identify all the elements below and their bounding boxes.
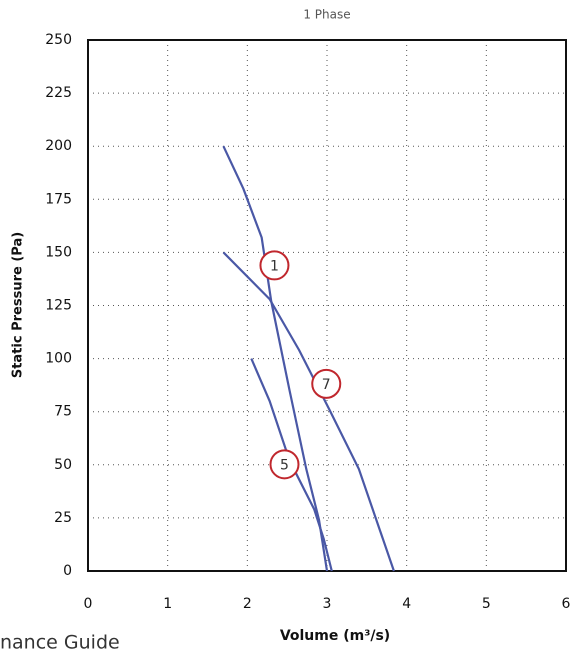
series-label: 1 bbox=[270, 258, 279, 274]
x-tick-label: 4 bbox=[402, 596, 411, 612]
y-tick-label: 125 bbox=[45, 298, 72, 314]
x-axis-label: Volume (m³/s) bbox=[280, 628, 390, 644]
y-tick-label: 50 bbox=[54, 457, 72, 473]
x-tick-label: 1 bbox=[163, 596, 172, 612]
y-tick-label: 0 bbox=[63, 563, 72, 579]
y-tick-label: 75 bbox=[54, 404, 72, 420]
y-tick-label: 100 bbox=[45, 351, 72, 367]
series-label-circle bbox=[259, 250, 290, 281]
x-tick-label: 2 bbox=[243, 596, 252, 612]
line-series bbox=[222, 145, 329, 572]
y-tick-label: 225 bbox=[45, 85, 72, 101]
y-tick-label: 150 bbox=[45, 244, 72, 260]
series-label-circle bbox=[269, 449, 300, 480]
x-tick-label: 0 bbox=[84, 596, 93, 612]
y-tick-label: 175 bbox=[45, 191, 72, 207]
y-axis-label: Static Pressure (Pa) bbox=[11, 232, 26, 378]
series-label-circle bbox=[311, 368, 342, 399]
x-tick-label: 6 bbox=[562, 596, 571, 612]
footer-text: nance Guide bbox=[0, 632, 120, 653]
x-tick-label: 3 bbox=[323, 596, 332, 612]
x-tick-label: 5 bbox=[482, 596, 491, 612]
chart-title: 1 Phase bbox=[303, 8, 350, 22]
series-label: 7 bbox=[322, 377, 331, 393]
y-tick-label: 200 bbox=[45, 138, 72, 154]
line-series bbox=[250, 358, 333, 572]
y-tick-label: 250 bbox=[45, 32, 72, 48]
series-label: 5 bbox=[280, 457, 289, 473]
y-tick-label: 25 bbox=[54, 510, 72, 526]
